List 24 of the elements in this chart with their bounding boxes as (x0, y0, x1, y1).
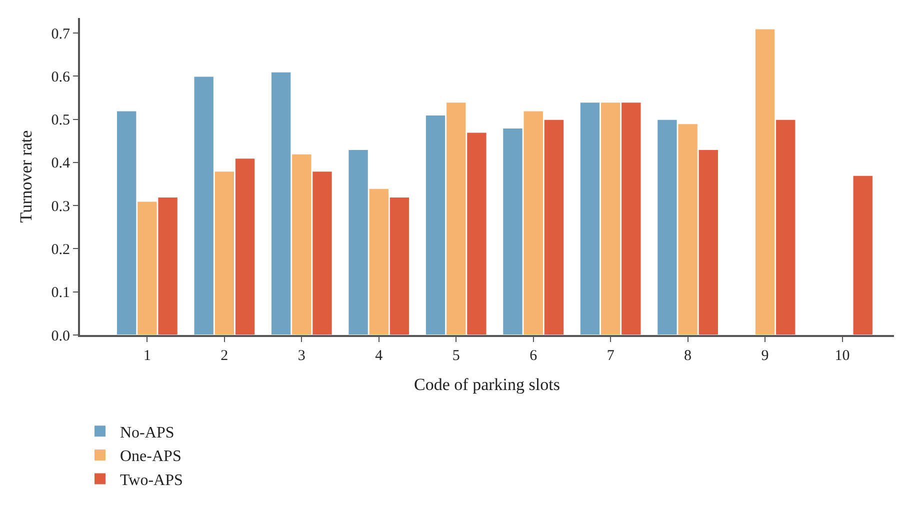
y-tick-label: 0.7 (51, 26, 70, 42)
x-tick-label: 3 (298, 348, 306, 364)
bar (852, 174, 874, 335)
y-tick-label: 0.0 (51, 328, 70, 344)
legend-label: One-APS (120, 448, 182, 466)
y-tick-label: 0.2 (51, 242, 70, 258)
y-tick-label: 0.5 (51, 112, 70, 129)
x-tick-label: 2 (220, 348, 228, 364)
legend-label: Two-APS (120, 472, 183, 489)
x-tick-label: 8 (684, 348, 692, 364)
y-tick-label: 0.1 (51, 285, 70, 302)
y-tick-label: 0.4 (51, 156, 70, 172)
x-tick-label: 7 (606, 348, 615, 364)
y-axis-title: Turnover rate (16, 130, 36, 223)
x-tick-label: 1 (143, 348, 151, 364)
x-tick-label: 9 (761, 348, 769, 364)
x-tick-label: 4 (375, 348, 384, 364)
y-tick-label: 0.6 (51, 69, 70, 86)
y-tick-label: 0.3 (51, 198, 70, 215)
x-tick-label: 5 (452, 348, 460, 364)
x-tick-label: 6 (530, 348, 538, 364)
x-tick-label: 10 (834, 348, 850, 364)
legend-label: No-APS (120, 424, 174, 442)
x-axis-title: Code of parking slots (414, 374, 560, 394)
